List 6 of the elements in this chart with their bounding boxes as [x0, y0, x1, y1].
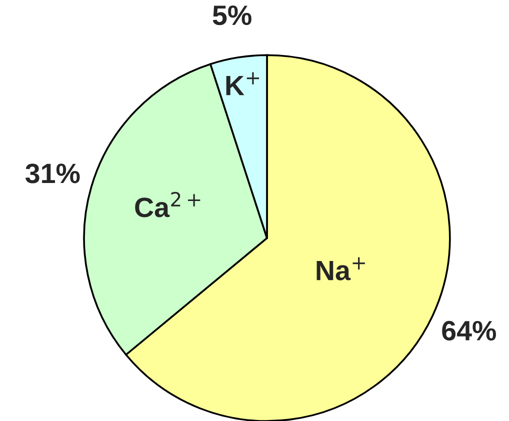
- slice-label: K$^{+}$: [226, 72, 260, 96]
- data-label: 64%: [442, 320, 496, 341]
- data-label: 31%: [26, 164, 80, 184]
- slice-label: Ca$^{2+}$: [135, 192, 200, 218]
- data-label: 5%: [212, 6, 252, 26]
- slice-label: Na$^{+}$: [316, 257, 365, 280]
